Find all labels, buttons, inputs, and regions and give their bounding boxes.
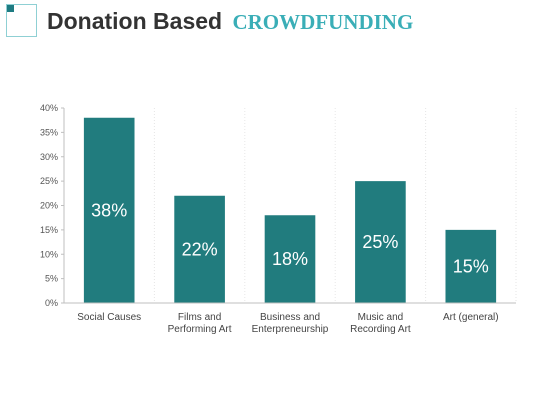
title-main: Donation Based (47, 8, 223, 34)
bar (174, 195, 225, 303)
y-tick-label: 20% (40, 201, 58, 211)
page-title: Donation Based CROWDFUNDING (47, 6, 413, 37)
x-category-label: Enterpreneurship (252, 324, 329, 335)
y-tick-label: 10% (40, 249, 58, 259)
data-label: 22% (182, 239, 218, 259)
data-label: 38% (91, 200, 127, 220)
x-category-label: Performing Art (168, 324, 232, 335)
y-tick-label: 15% (40, 225, 58, 235)
bar (83, 117, 135, 303)
x-category-label: Business and (260, 312, 320, 323)
corner-accent-square (7, 5, 14, 12)
data-label: 18% (272, 249, 308, 269)
y-tick-label: 40% (40, 103, 58, 113)
y-tick-label: 30% (40, 152, 58, 162)
y-tick-label: 0% (45, 298, 58, 308)
y-tick-label: 5% (45, 274, 58, 284)
bar (264, 215, 316, 303)
data-label: 25% (362, 232, 398, 252)
data-label: 15% (453, 256, 489, 276)
bar (355, 181, 406, 303)
title-accent: CROWDFUNDING (232, 10, 414, 34)
x-category-label: Art (general) (443, 312, 499, 323)
decorative-frame (6, 4, 37, 37)
x-category-label: Music and (358, 312, 404, 323)
x-category-label: Recording Art (350, 324, 411, 335)
y-tick-label: 25% (40, 176, 58, 186)
y-tick-label: 35% (40, 127, 58, 137)
x-category-label: Social Causes (77, 312, 141, 323)
x-category-label: Films and (178, 312, 221, 323)
bar (445, 229, 497, 303)
